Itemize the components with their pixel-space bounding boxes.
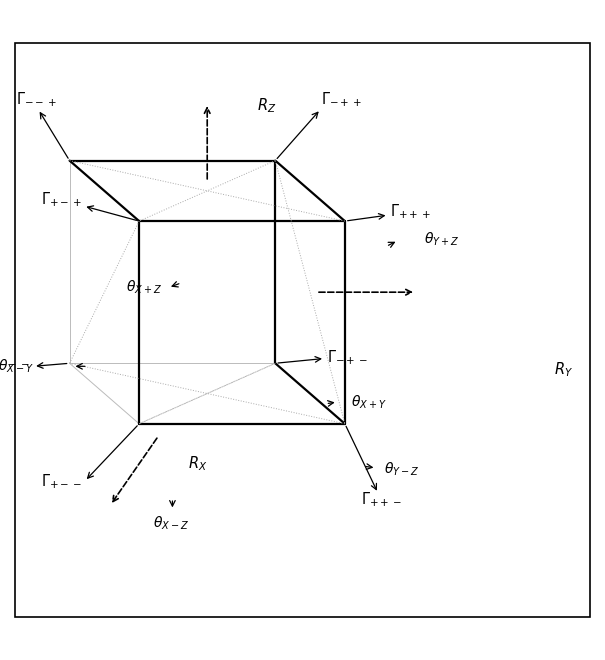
Text: $\Gamma_{-+-}$: $\Gamma_{-+-}$	[327, 348, 368, 366]
Text: $R_Z$: $R_Z$	[257, 97, 276, 116]
Text: $\theta_{X-Y}$: $\theta_{X-Y}$	[0, 358, 33, 375]
Text: $\Gamma_{--+}$: $\Gamma_{--+}$	[16, 90, 57, 109]
Text: $R_Y$: $R_Y$	[554, 360, 573, 379]
Text: $\theta_{X-Z}$: $\theta_{X-Z}$	[153, 515, 189, 532]
Text: $\Gamma_{-++}$: $\Gamma_{-++}$	[321, 90, 362, 109]
Text: $R_X$: $R_X$	[188, 454, 207, 473]
Text: $\Gamma_{+-+}$: $\Gamma_{+-+}$	[41, 191, 82, 209]
Text: $\theta_{Y-Z}$: $\theta_{Y-Z}$	[384, 461, 419, 478]
Text: $\Gamma_{+++}$: $\Gamma_{+++}$	[390, 203, 431, 221]
Text: $\Gamma_{+--}$: $\Gamma_{+--}$	[41, 472, 82, 490]
Text: $\theta_{X+Y}$: $\theta_{X+Y}$	[351, 394, 387, 411]
Text: $\theta_{X+Z}$: $\theta_{X+Z}$	[126, 279, 162, 296]
Text: $\Gamma_{++-}$: $\Gamma_{++-}$	[361, 490, 402, 509]
Text: $\theta_{Y+Z}$: $\theta_{Y+Z}$	[424, 230, 459, 248]
Text: $\Gamma_{---}$: $\Gamma_{---}$	[0, 353, 30, 367]
